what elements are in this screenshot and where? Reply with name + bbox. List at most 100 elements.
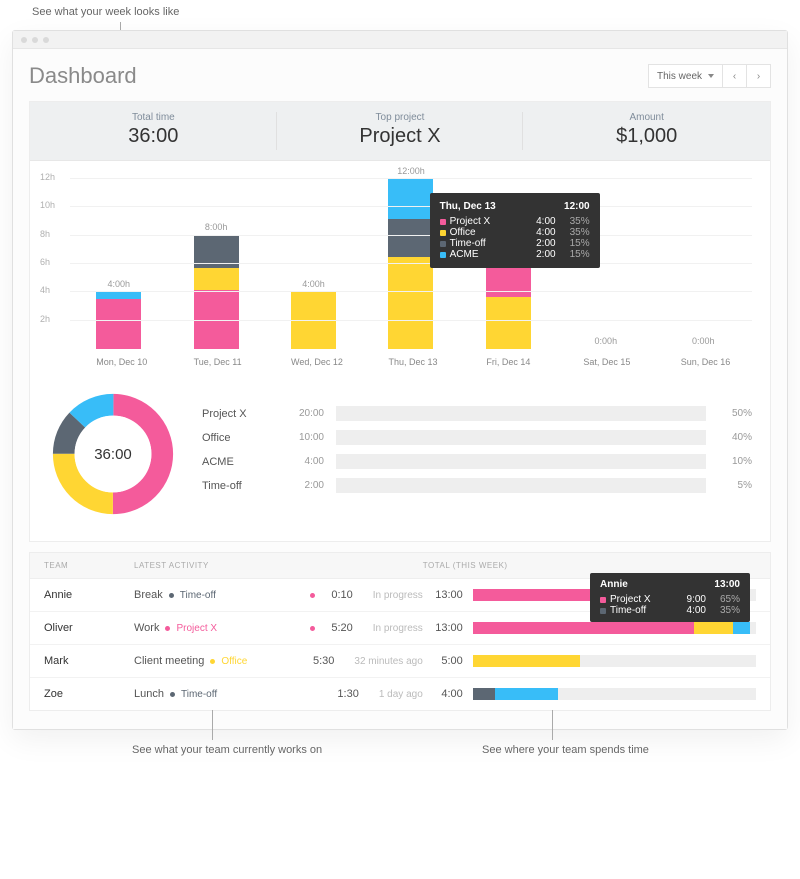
dashboard-panel: Total time 36:00 Top project Project X A…: [29, 101, 771, 542]
project-dot-icon: [169, 593, 174, 598]
project-bar: [336, 406, 706, 421]
next-week-button[interactable]: ›: [747, 64, 771, 88]
project-name: Office: [202, 432, 272, 444]
summary-top-project: Top project Project X: [277, 102, 524, 160]
activity-project: Project X: [176, 623, 217, 634]
activity-task: Break: [134, 589, 163, 601]
chart-bar[interactable]: 12:00h: [388, 179, 433, 349]
project-bar: [336, 478, 706, 493]
prev-week-button[interactable]: ‹: [723, 64, 747, 88]
team-total: 13:00: [423, 622, 756, 634]
project-name: Project X: [202, 408, 272, 420]
bar-total-label: 12:00h: [397, 166, 425, 176]
gridline: 10h: [70, 206, 752, 207]
team-row[interactable]: Zoe Lunch Time-off 1:30 1 day ago 4:00: [30, 678, 770, 710]
chart-bar[interactable]: 8:00h: [194, 179, 239, 349]
team-member-name: Zoe: [44, 688, 134, 700]
x-axis-label: Mon, Dec 10: [96, 357, 141, 367]
project-time: 20:00: [284, 408, 324, 419]
project-dot-icon: [165, 626, 170, 631]
bar-segment: [96, 299, 141, 349]
project-name: ACME: [202, 456, 272, 468]
team-bar-segment: [694, 622, 734, 634]
annotation-bottom-left: See what your team currently works on: [132, 744, 322, 756]
team-header-name: TEAM: [44, 561, 134, 570]
summary-value: Project X: [277, 125, 524, 148]
period-selector[interactable]: This week: [648, 64, 723, 88]
weekly-chart: 4:00h8:00h4:00h12:00h8:00h0:00h0:00h 2h4…: [30, 161, 770, 375]
gridline: 4h: [70, 291, 752, 292]
duration-dot-icon: [310, 626, 315, 631]
team-total-value: 4:00: [423, 688, 463, 700]
project-row[interactable]: Time-off 2:00 5%: [202, 478, 752, 493]
x-axis-label: Wed, Dec 12: [291, 357, 336, 367]
page-title: Dashboard: [29, 63, 137, 89]
project-dot-icon: [210, 659, 215, 664]
y-axis-label: 12h: [40, 172, 55, 182]
project-name: Time-off: [202, 480, 272, 492]
bar-segment: [388, 179, 433, 219]
y-axis-label: 8h: [40, 229, 50, 239]
window-dot: [43, 37, 49, 43]
team-total: 4:00: [423, 688, 756, 700]
team-row[interactable]: Mark Client meeting Office 5:30 32 minut…: [30, 645, 770, 678]
bar-total-label: 4:00h: [302, 279, 325, 289]
project-row[interactable]: Office 10:00 40%: [202, 430, 752, 445]
chart-bar[interactable]: 4:00h: [291, 179, 336, 349]
team-total-value: 13:00: [423, 622, 463, 634]
activity-duration: 0:10: [321, 589, 353, 601]
bar-segment: [291, 292, 336, 349]
donut-chart: 36:00: [48, 389, 178, 519]
project-pct: 5%: [718, 480, 752, 491]
chevron-down-icon: [708, 74, 714, 78]
annotation-pointer: [212, 710, 213, 740]
annotation-pointer: [552, 710, 553, 740]
team-bar: [473, 688, 756, 700]
team-header-activity: LATEST ACTIVITY: [134, 561, 423, 570]
window-chrome: [13, 31, 787, 49]
y-axis-label: 6h: [40, 257, 50, 267]
team-panel: TEAM LATEST ACTIVITY TOTAL (THIS WEEK) A…: [29, 552, 771, 711]
team-bar-segment: [733, 622, 750, 634]
breakdown-section: 36:00 Project X 20:00 50% Office 10:00 4…: [30, 375, 770, 541]
project-row[interactable]: ACME 4:00 10%: [202, 454, 752, 469]
chart-bar[interactable]: 0:00h: [681, 179, 726, 349]
project-row[interactable]: Project X 20:00 50%: [202, 406, 752, 421]
team-activity: Client meeting Office 5:30 32 minutes ag…: [134, 655, 423, 667]
chart-x-axis: Mon, Dec 10Tue, Dec 11Wed, Dec 12Thu, De…: [70, 357, 752, 367]
activity-project: Office: [221, 656, 247, 667]
period-selector-label: This week: [657, 71, 702, 82]
chevron-left-icon: ‹: [733, 71, 736, 82]
team-total-value: 13:00: [423, 589, 463, 601]
chevron-right-icon: ›: [757, 71, 760, 82]
browser-window: Dashboard This week ‹ › Total time 36:00…: [12, 30, 788, 730]
y-axis-label: 10h: [40, 200, 55, 210]
team-member-name: Annie: [44, 589, 134, 601]
activity-project: Time-off: [181, 689, 217, 700]
duration-dot-icon: [310, 593, 315, 598]
summary-value: 36:00: [30, 125, 277, 148]
y-axis-label: 4h: [40, 285, 50, 295]
chart-bar[interactable]: 4:00h: [96, 179, 141, 349]
project-dot-icon: [170, 692, 175, 697]
bar-segment: [194, 268, 239, 289]
window-dot: [32, 37, 38, 43]
team-bar-segment: [495, 688, 557, 700]
annotation-top: See what your week looks like: [32, 6, 179, 18]
bar-segment: [486, 297, 531, 349]
gridline: 2h: [70, 320, 752, 321]
activity-project: Time-off: [180, 590, 216, 601]
activity-duration: 5:30: [302, 655, 334, 667]
activity-task: Work: [134, 622, 159, 634]
x-axis-label: Fri, Dec 14: [486, 357, 531, 367]
bar-total-label: 4:00h: [107, 279, 130, 289]
team-bar-segment: [473, 622, 694, 634]
activity-task: Client meeting: [134, 655, 204, 667]
team-bar: [473, 622, 756, 634]
gridline: 8h: [70, 235, 752, 236]
team-activity: Lunch Time-off 1:30 1 day ago: [134, 688, 423, 700]
project-pct: 10%: [718, 456, 752, 467]
period-controls: This week ‹ ›: [648, 64, 771, 88]
team-bar: [473, 655, 756, 667]
chart-bars: 4:00h8:00h4:00h12:00h8:00h0:00h0:00h: [70, 179, 752, 349]
